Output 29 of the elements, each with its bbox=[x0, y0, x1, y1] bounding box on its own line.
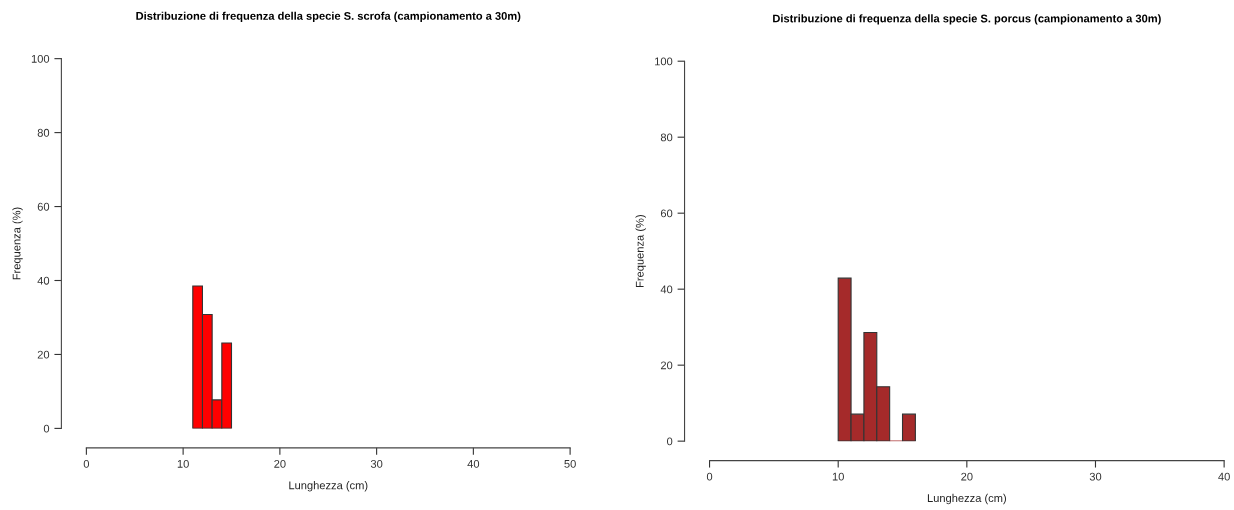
x-axis-title: Lunghezza (cm) bbox=[289, 481, 368, 492]
y-tick-label: 80 bbox=[660, 133, 673, 142]
y-tick-label: 40 bbox=[660, 285, 673, 294]
y-tick-label: 100 bbox=[31, 54, 50, 63]
y-tick-label: 80 bbox=[37, 128, 50, 137]
y-tick-label: 100 bbox=[655, 57, 673, 66]
x-tick-label: 0 bbox=[706, 472, 713, 481]
x-tick-label: 20 bbox=[961, 472, 973, 481]
x-tick-label: 40 bbox=[467, 459, 480, 468]
x-tick-label: 30 bbox=[370, 459, 383, 468]
x-tick-label: 10 bbox=[832, 472, 844, 481]
y-tick-label: 60 bbox=[660, 209, 673, 218]
x-tick-label: 30 bbox=[1089, 472, 1102, 481]
chart-title: Distribuzione di frequenza della specie S. scrofa (campionamento a 30m) bbox=[136, 11, 521, 23]
x-tick-label: 20 bbox=[274, 459, 286, 468]
x-tick-label: 40 bbox=[1218, 472, 1230, 481]
y-axis-title: Frequenza (%) bbox=[635, 215, 646, 287]
x-tick-label: 10 bbox=[177, 459, 189, 468]
y-tick-label: 40 bbox=[37, 276, 50, 285]
y-tick-label: 0 bbox=[43, 424, 50, 433]
y-tick-label: 20 bbox=[37, 350, 50, 359]
y-axis-title: Frequenza (%) bbox=[12, 207, 23, 280]
y-tick-label: 60 bbox=[37, 202, 50, 211]
x-tick-label: 50 bbox=[564, 459, 576, 468]
x-tick-label: 0 bbox=[83, 459, 90, 468]
chart-title: Distribuzione di frequenza della specie S. porcus (campionamento a 30m) bbox=[773, 14, 1161, 25]
x-axis-title: Lunghezza (cm) bbox=[927, 493, 1006, 505]
y-tick-label: 20 bbox=[660, 361, 673, 370]
y-tick-label: 0 bbox=[667, 437, 673, 446]
